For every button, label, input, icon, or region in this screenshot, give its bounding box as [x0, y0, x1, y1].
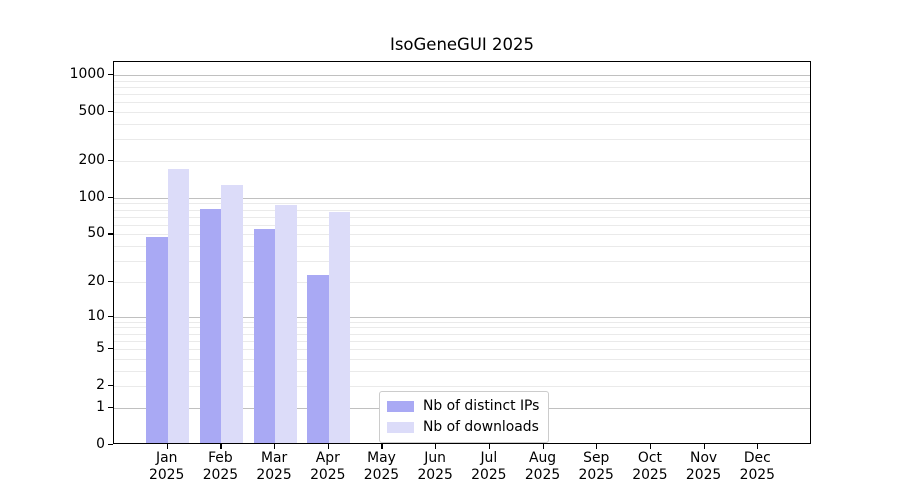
minor-gridline — [114, 224, 810, 226]
x-tick-label-aug: Aug 2025 — [524, 450, 561, 483]
bar-distinct-ips-apr — [307, 275, 329, 443]
bar-distinct-ips-jan — [146, 236, 168, 443]
bar-downloads-apr — [328, 211, 351, 443]
y-tick-label: 1 — [96, 398, 105, 415]
minor-gridline — [114, 139, 810, 141]
chart-legend: Nb of distinct IPs Nb of downloads — [379, 391, 550, 443]
x-tick-label-mar: Mar 2025 — [256, 450, 292, 483]
minor-gridline — [114, 327, 810, 329]
minor-gridline — [114, 86, 810, 88]
minor-gridline — [114, 80, 810, 82]
minor-gridline — [114, 102, 810, 104]
minor-gridline — [114, 333, 810, 335]
minor-gridline — [114, 203, 810, 205]
y-tick-label: 20 — [87, 272, 105, 289]
legend-label: Nb of downloads — [423, 419, 539, 435]
minor-gridline — [114, 261, 810, 263]
plot-area: Nb of distinct IPs Nb of downloads — [113, 61, 811, 444]
x-tick-mark — [327, 444, 329, 449]
x-tick-mark — [435, 444, 437, 449]
x-tick-label-may: May 2025 — [363, 450, 400, 483]
major-gridline — [114, 197, 810, 199]
legend-swatch-distinct-ips — [387, 401, 414, 412]
minor-gridline — [114, 281, 810, 283]
y-tick-mark — [108, 233, 113, 235]
minor-gridline — [114, 209, 810, 211]
x-tick-mark — [274, 444, 276, 449]
y-tick-mark — [108, 385, 113, 387]
x-tick-mark — [381, 444, 383, 449]
y-tick-label: 0 — [96, 436, 105, 452]
minor-gridline — [114, 112, 810, 114]
minor-gridline — [114, 234, 810, 236]
x-tick-label-feb: Feb 2025 — [202, 450, 239, 483]
minor-gridline — [114, 161, 810, 163]
legend-swatch-downloads — [387, 422, 414, 433]
y-tick-label: 500 — [78, 103, 105, 120]
legend-item: Nb of downloads — [387, 419, 539, 436]
minor-gridline — [114, 124, 810, 126]
minor-gridline — [114, 321, 810, 323]
x-tick-label-jan: Jan 2025 — [149, 450, 185, 483]
chart-title: IsoGeneGUI 2025 — [389, 35, 535, 54]
y-tick-mark — [108, 444, 113, 446]
minor-gridline — [114, 349, 810, 351]
minor-gridline — [114, 94, 810, 96]
x-tick-label-jun: Jun 2025 — [417, 450, 453, 483]
bar-downloads-jan — [167, 169, 190, 443]
y-tick-mark — [108, 348, 113, 350]
minor-gridline — [114, 246, 810, 248]
y-tick-label: 10 — [87, 307, 105, 324]
y-tick-label: 1000 — [69, 66, 105, 83]
x-tick-mark — [488, 444, 491, 449]
minor-gridline — [114, 370, 810, 372]
x-tick-label-oct: Oct 2025 — [632, 450, 668, 483]
minor-gridline — [114, 216, 810, 218]
y-tick-label: 50 — [87, 225, 105, 242]
y-tick-label: 200 — [78, 152, 105, 169]
y-tick-mark — [108, 406, 113, 409]
x-tick-mark — [757, 444, 759, 449]
x-tick-mark — [166, 444, 168, 449]
legend-item: Nb of distinct IPs — [387, 398, 539, 415]
minor-gridline — [114, 340, 810, 342]
major-gridline — [114, 316, 810, 318]
legend-label: Nb of distinct IPs — [423, 398, 540, 414]
major-gridline — [114, 75, 810, 77]
minor-gridline — [114, 386, 810, 388]
y-tick-mark — [108, 280, 113, 283]
bar-distinct-ips-feb — [199, 209, 222, 443]
y-tick-mark — [108, 160, 113, 162]
y-tick-label: 5 — [96, 340, 105, 357]
x-tick-label-sep: Sep 2025 — [578, 450, 614, 483]
x-tick-mark — [596, 444, 598, 449]
x-tick-label-nov: Nov 2025 — [685, 450, 722, 483]
bar-downloads-feb — [221, 185, 243, 443]
x-tick-mark — [703, 444, 705, 449]
minor-gridline — [114, 358, 810, 360]
y-tick-mark — [108, 111, 113, 113]
x-tick-mark — [220, 444, 222, 449]
x-tick-mark — [542, 444, 544, 449]
x-tick-label-jul: Jul 2025 — [471, 450, 507, 483]
bar-downloads-mar — [275, 205, 297, 443]
y-tick-mark — [108, 315, 113, 317]
x-tick-mark — [649, 444, 652, 449]
bar-distinct-ips-mar — [253, 229, 276, 443]
x-tick-label-dec: Dec 2025 — [739, 450, 775, 483]
y-tick-mark — [108, 196, 113, 199]
y-tick-label: 2 — [96, 377, 105, 394]
y-tick-mark — [108, 74, 113, 76]
y-tick-label: 100 — [78, 188, 105, 205]
x-tick-label-apr: Apr 2025 — [310, 450, 346, 483]
